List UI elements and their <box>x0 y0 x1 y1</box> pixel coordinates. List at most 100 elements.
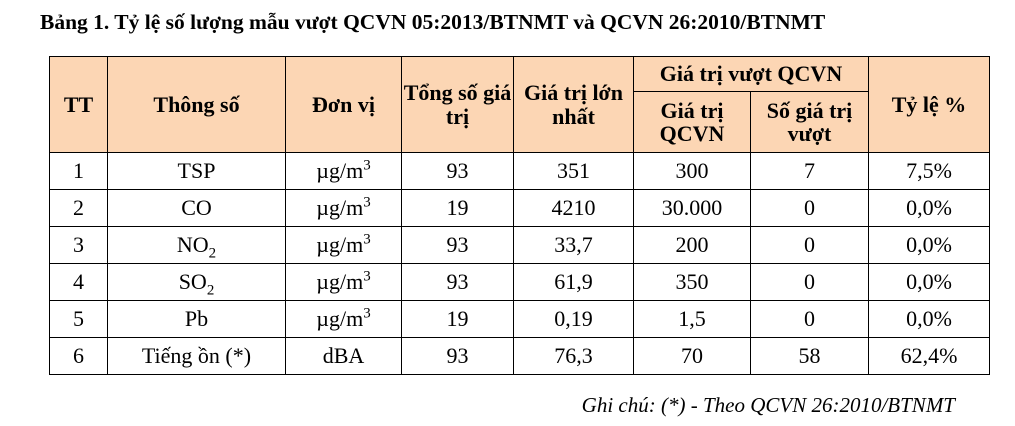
cell-tt: 3 <box>49 226 108 264</box>
cell-ratio-text: 0,0% <box>906 306 952 332</box>
cell-total-text: 93 <box>446 158 469 184</box>
cell-tt-text: 3 <box>73 232 84 258</box>
cell-total-text: 93 <box>446 232 469 258</box>
cell-ratio: 0,0% <box>868 189 991 227</box>
cell-param-text: Pb <box>184 306 209 332</box>
cell-total-text: 19 <box>446 306 469 332</box>
cell-unit: µg/m3 <box>285 226 402 264</box>
table-row: 4 SO2 µg/m3 93 61,9 350 0 0,0% <box>49 263 991 301</box>
cell-max-text: 0,19 <box>554 306 593 332</box>
header-max: Giá trị lớn nhất <box>513 56 634 153</box>
table-row: 1 TSP µg/m3 93 351 300 7 7,5% <box>49 152 991 190</box>
cell-exceed: 0 <box>749 226 870 264</box>
cell-param-subscript: 2 <box>208 245 217 262</box>
cell-qcvn: 300 <box>633 152 751 190</box>
table-row: 6 Tiếng ồn (*) dBA 93 76,3 70 58 62,4% <box>49 337 991 375</box>
data-table: TT Thông số Đơn vị Tổng số giá trị Giá t… <box>49 56 991 375</box>
footnote: Ghi chú: (*) - Theo QCVN 26:2010/BTNMT <box>581 393 955 417</box>
cell-tt-text: 1 <box>73 158 84 184</box>
cell-ratio-text: 7,5% <box>906 158 952 184</box>
cell-qcvn-text: 350 <box>675 269 709 295</box>
header-ratio: Tỷ lệ % <box>868 56 991 153</box>
cell-qcvn-text: 70 <box>681 343 703 369</box>
cell-tt: 5 <box>49 300 108 338</box>
header-tt: TT <box>49 56 108 153</box>
cell-ratio-text: 0,0% <box>906 195 952 221</box>
cell-unit-superscript: 3 <box>363 269 371 286</box>
cell-qcvn: 200 <box>633 226 751 264</box>
cell-exceed-text: 0 <box>804 306 815 332</box>
cell-tt-text: 4 <box>73 269 84 295</box>
cell-total: 19 <box>401 300 514 338</box>
cell-unit-text: µg/m <box>316 158 364 184</box>
cell-ratio: 62,4% <box>868 337 991 375</box>
header-qcvn-value: Giá trị QCVN <box>633 91 751 153</box>
cell-tt: 6 <box>49 337 108 375</box>
cell-tt: 4 <box>49 263 108 301</box>
cell-unit: µg/m3 <box>285 152 402 190</box>
cell-qcvn-text: 30.000 <box>661 195 723 221</box>
cell-exceed: 7 <box>749 152 870 190</box>
cell-total: 93 <box>401 226 514 264</box>
cell-param: CO <box>107 189 286 227</box>
cell-param-text: TSP <box>177 158 216 184</box>
cell-qcvn: 1,5 <box>633 300 751 338</box>
cell-param-text: SO <box>178 269 207 295</box>
cell-unit-text: dBA <box>322 343 365 369</box>
cell-unit: µg/m3 <box>285 263 402 301</box>
cell-exceed-text: 7 <box>804 158 815 184</box>
cell-max-text: 33,7 <box>554 232 593 258</box>
cell-unit-superscript: 3 <box>363 232 371 249</box>
cell-unit-superscript: 3 <box>363 306 371 323</box>
cell-ratio: 0,0% <box>868 263 991 301</box>
table-body: 1 TSP µg/m3 93 351 300 7 7,5% 2 CO µg/m3 19 4210 30.0… <box>49 152 991 375</box>
cell-total: 93 <box>401 152 514 190</box>
cell-param: SO2 <box>107 263 286 301</box>
cell-exceed-text: 0 <box>804 232 815 258</box>
header-exceed-group: Giá trị vượt QCVN <box>632 56 870 92</box>
cell-param: Pb <box>107 300 286 338</box>
cell-qcvn: 30.000 <box>633 189 751 227</box>
cell-param: NO2 <box>107 226 286 264</box>
table-title: Bảng 1. Tỷ lệ số lượng mẫu vượt QCVN 05:… <box>40 10 826 34</box>
cell-total: 93 <box>401 263 514 301</box>
cell-max-text: 4210 <box>551 195 596 221</box>
cell-qcvn-text: 300 <box>675 158 709 184</box>
cell-max: 61,9 <box>513 263 634 301</box>
cell-max-text: 76,3 <box>554 343 593 369</box>
table-row: 2 CO µg/m3 19 4210 30.000 0 0,0% <box>49 189 991 227</box>
cell-unit: dBA <box>285 337 402 375</box>
cell-unit-text: µg/m <box>316 232 364 258</box>
cell-total: 93 <box>401 337 514 375</box>
cell-max: 0,19 <box>513 300 634 338</box>
cell-ratio: 7,5% <box>868 152 991 190</box>
cell-unit-superscript: 3 <box>363 195 371 212</box>
cell-total: 19 <box>401 189 514 227</box>
cell-param: TSP <box>107 152 286 190</box>
cell-ratio: 0,0% <box>868 300 991 338</box>
cell-exceed: 0 <box>749 189 870 227</box>
table-row: 3 NO2 µg/m3 93 33,7 200 0 0,0% <box>49 226 991 264</box>
cell-tt-text: 5 <box>73 306 84 332</box>
cell-qcvn: 350 <box>633 263 751 301</box>
cell-param-text: NO <box>176 232 209 258</box>
cell-unit-text: µg/m <box>316 269 364 295</box>
cell-qcvn: 70 <box>633 337 751 375</box>
header-exceed-count: Số giá trị vượt <box>749 91 870 153</box>
cell-ratio-text: 0,0% <box>906 269 952 295</box>
cell-ratio: 0,0% <box>868 226 991 264</box>
cell-max-text: 351 <box>557 158 590 184</box>
cell-total-text: 19 <box>446 195 469 221</box>
cell-param-text: CO <box>181 195 212 221</box>
cell-param-subscript: 2 <box>206 282 215 299</box>
cell-max: 351 <box>513 152 634 190</box>
cell-exceed-text: 0 <box>804 195 815 221</box>
cell-ratio-text: 62,4% <box>900 343 958 369</box>
cell-max: 76,3 <box>513 337 634 375</box>
header-unit: Đơn vị <box>285 56 402 153</box>
cell-max-text: 61,9 <box>554 269 593 295</box>
cell-unit: µg/m3 <box>285 300 402 338</box>
header-param: Thông số <box>107 56 286 153</box>
cell-exceed-text: 0 <box>804 269 815 295</box>
cell-qcvn-text: 1,5 <box>678 306 706 332</box>
